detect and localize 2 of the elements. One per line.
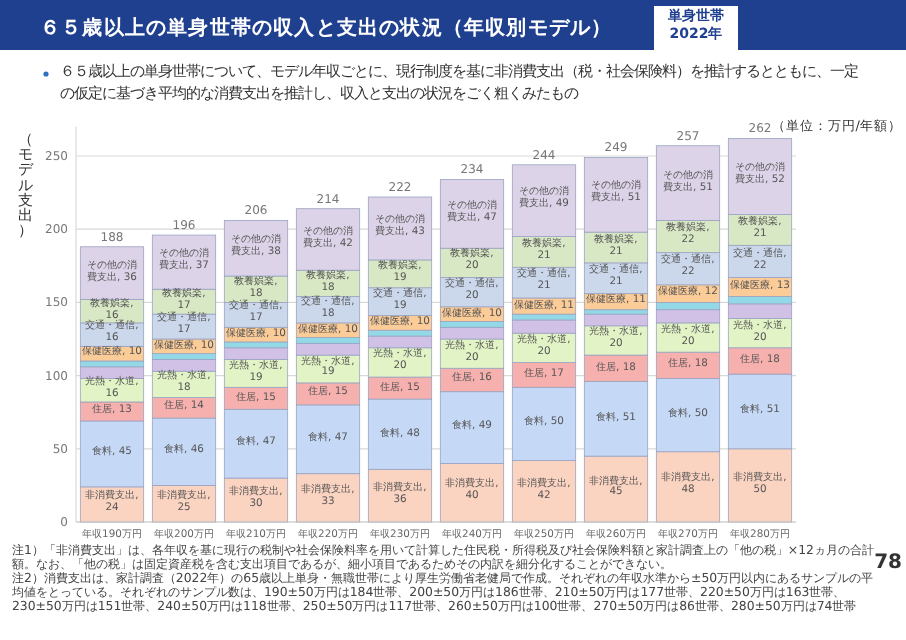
chart-title: ６５歳以上の単身世帯の収入と支出の状況（年収別モデル） [40, 16, 613, 40]
text: 78 [874, 552, 902, 575]
